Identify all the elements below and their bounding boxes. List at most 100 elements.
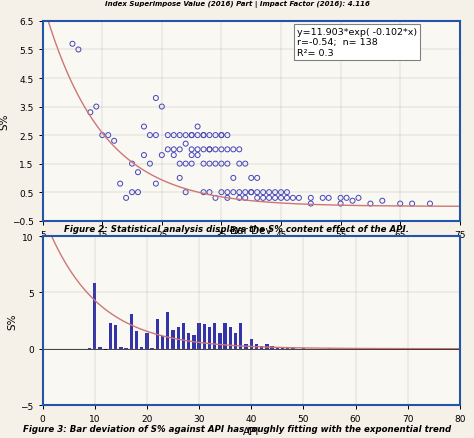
Point bbox=[194, 152, 201, 159]
Point bbox=[74, 47, 82, 54]
Title: Bar Dev: Bar Dev bbox=[230, 226, 272, 236]
Point bbox=[140, 152, 148, 159]
Point bbox=[265, 195, 273, 202]
Bar bbox=[260, 346, 264, 349]
Point bbox=[188, 152, 195, 159]
Point bbox=[158, 152, 165, 159]
Point bbox=[337, 201, 345, 208]
Point bbox=[224, 161, 231, 168]
Point bbox=[307, 201, 315, 208]
Point bbox=[176, 132, 183, 139]
Bar bbox=[234, 333, 237, 349]
Point bbox=[224, 132, 231, 139]
Point bbox=[236, 189, 243, 196]
Bar bbox=[197, 323, 201, 349]
Point bbox=[218, 189, 225, 196]
Point bbox=[194, 124, 201, 131]
Bar bbox=[192, 336, 196, 349]
Point bbox=[319, 195, 327, 202]
Point bbox=[224, 195, 231, 202]
Bar bbox=[239, 323, 243, 349]
Bar bbox=[208, 328, 211, 349]
Point bbox=[218, 132, 225, 139]
Point bbox=[206, 146, 213, 153]
Point bbox=[188, 146, 195, 153]
Point bbox=[176, 175, 183, 182]
Bar bbox=[150, 348, 154, 349]
Point bbox=[426, 201, 434, 208]
Point bbox=[200, 161, 207, 168]
Point bbox=[87, 110, 94, 117]
Point bbox=[212, 161, 219, 168]
Point bbox=[236, 161, 243, 168]
Point bbox=[140, 124, 148, 131]
Y-axis label: S%: S% bbox=[0, 113, 9, 130]
Point bbox=[224, 146, 231, 153]
Point bbox=[283, 189, 291, 196]
Bar bbox=[301, 348, 305, 349]
Bar bbox=[265, 344, 269, 349]
Point bbox=[182, 189, 190, 196]
Point bbox=[170, 146, 178, 153]
Point bbox=[247, 189, 255, 196]
Bar bbox=[140, 347, 144, 349]
Bar bbox=[145, 333, 149, 349]
Point bbox=[69, 41, 76, 48]
Point bbox=[116, 180, 124, 187]
Point bbox=[277, 195, 285, 202]
Point bbox=[277, 189, 285, 196]
Point bbox=[128, 189, 136, 196]
Point bbox=[152, 132, 160, 139]
Point bbox=[152, 95, 160, 102]
Point bbox=[229, 175, 237, 182]
Point bbox=[259, 189, 267, 196]
Point bbox=[164, 146, 172, 153]
Point bbox=[128, 161, 136, 168]
Point bbox=[92, 104, 100, 111]
Point bbox=[104, 132, 112, 139]
Point bbox=[146, 161, 154, 168]
Point bbox=[271, 195, 279, 202]
Bar bbox=[166, 312, 170, 349]
Point bbox=[289, 195, 297, 202]
Point bbox=[241, 195, 249, 202]
Point bbox=[170, 132, 178, 139]
Bar bbox=[270, 346, 274, 349]
Point bbox=[188, 132, 195, 139]
Bar bbox=[291, 348, 295, 349]
Bar bbox=[98, 347, 102, 349]
Text: y=11.903*exp( -0.102*x)
r=-0.54;  n= 138
R²= 0.3: y=11.903*exp( -0.102*x) r=-0.54; n= 138 … bbox=[297, 28, 417, 58]
Bar bbox=[129, 314, 133, 349]
Point bbox=[229, 146, 237, 153]
Bar bbox=[161, 336, 164, 349]
Bar bbox=[114, 325, 118, 349]
Bar bbox=[249, 339, 253, 349]
Point bbox=[212, 195, 219, 202]
Point bbox=[307, 195, 315, 202]
Point bbox=[241, 161, 249, 168]
Point bbox=[182, 161, 190, 168]
Point bbox=[200, 189, 207, 196]
Bar bbox=[286, 348, 290, 349]
Point bbox=[164, 132, 172, 139]
Text: Figure 3: Bar deviation of S% against API has roughly fitting with the exponenti: Figure 3: Bar deviation of S% against AP… bbox=[23, 424, 451, 433]
Point bbox=[236, 146, 243, 153]
Point bbox=[337, 195, 345, 202]
Bar bbox=[213, 323, 217, 349]
Bar bbox=[93, 284, 97, 349]
Point bbox=[343, 195, 350, 202]
Point bbox=[283, 195, 291, 202]
Point bbox=[218, 146, 225, 153]
Bar bbox=[228, 328, 232, 349]
Point bbox=[99, 132, 106, 139]
Y-axis label: S%: S% bbox=[8, 313, 18, 329]
Point bbox=[254, 189, 261, 196]
Point bbox=[355, 195, 362, 202]
Point bbox=[212, 132, 219, 139]
Point bbox=[206, 161, 213, 168]
Point bbox=[146, 132, 154, 139]
Point bbox=[379, 198, 386, 205]
Point bbox=[134, 189, 142, 196]
Bar bbox=[223, 323, 227, 349]
Point bbox=[188, 161, 195, 168]
